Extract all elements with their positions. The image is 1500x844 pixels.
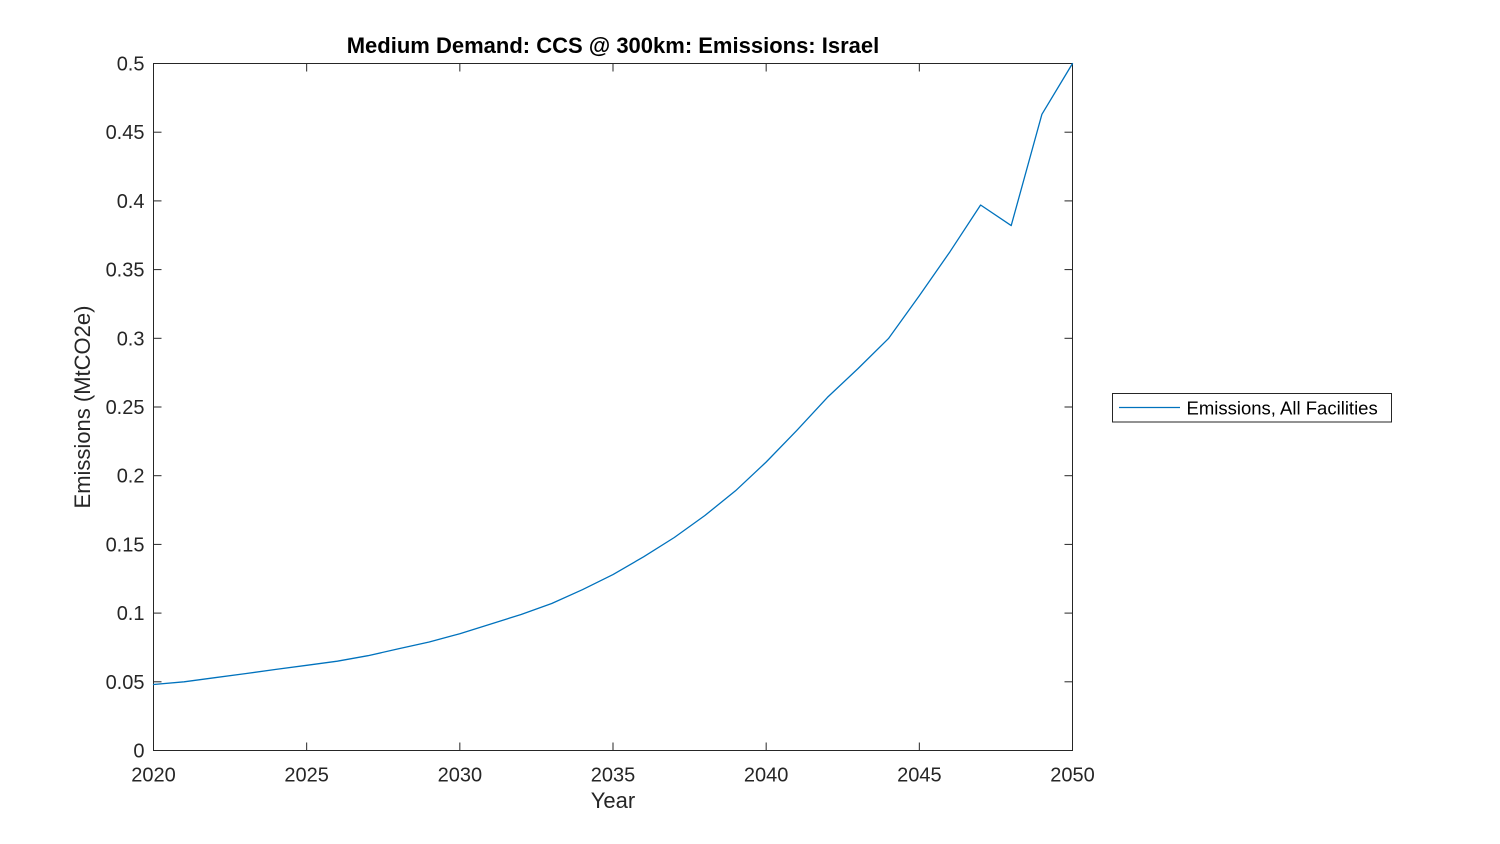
x-axis-label: Year <box>591 788 635 813</box>
x-tick-label: 2030 <box>438 765 483 787</box>
y-tick-label: 0.25 <box>106 397 145 419</box>
y-tick-label: 0.1 <box>117 603 145 625</box>
chart-title: Medium Demand: CCS @ 300km: Emissions: I… <box>347 33 880 58</box>
y-tick-label: 0.05 <box>106 672 145 694</box>
x-tick-label: 2020 <box>131 765 176 787</box>
y-tick-label: 0.45 <box>106 122 145 144</box>
y-tick-label: 0.35 <box>106 260 145 282</box>
x-tick-label: 2035 <box>591 765 636 787</box>
y-tick-label: 0 <box>133 741 144 763</box>
x-tick-label: 2025 <box>284 765 329 787</box>
y-tick-label: 0.4 <box>117 191 145 213</box>
y-tick-label: 0.5 <box>117 54 145 76</box>
y-axis-label: Emissions (MtCO2e) <box>70 306 95 509</box>
legend: Emissions, All Facilities <box>1112 393 1392 423</box>
x-tick-label: 2040 <box>744 765 789 787</box>
series-layer <box>152 62 1074 686</box>
emissions-all-facilities-line <box>152 62 1074 686</box>
x-tick-label: 2045 <box>897 765 942 787</box>
x-tick-label: 2050 <box>1050 765 1095 787</box>
y-tick-label: 0.15 <box>106 534 145 556</box>
y-tick-label: 0.3 <box>117 328 145 350</box>
y-tick-label: 0.2 <box>117 466 145 488</box>
axis-ticks-layer: 2020 2025 2030 2035 2040 2045 2050 0 0.05 0.1 0.15… <box>106 54 1095 787</box>
legend-entry-label: Emissions, All Facilities <box>1187 398 1378 419</box>
plot-box <box>153 63 1073 751</box>
